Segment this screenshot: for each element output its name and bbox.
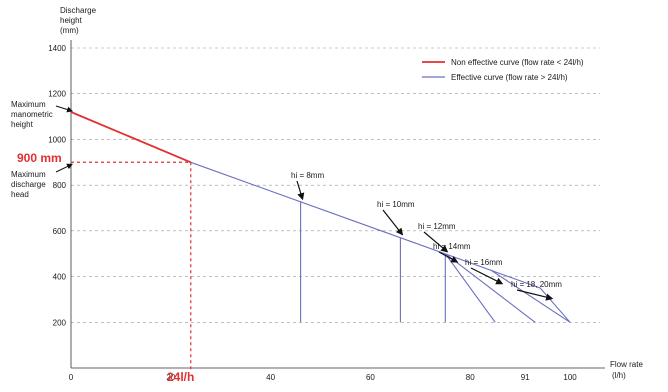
x-tick-label: 20: [166, 373, 175, 382]
max-discharge-label-line-3: head: [11, 190, 29, 199]
hi-label: hi = 8mm: [291, 171, 324, 180]
hi-label: hi = 14mm: [433, 242, 471, 251]
hi-label: hi = 18, 20mm: [511, 280, 562, 289]
legend: Non effective curve (flow rate < 24l/h) …: [422, 58, 584, 82]
max-manometric-label-line-2: manometric: [11, 110, 53, 119]
legend-label-effective: Effective curve (flow rate > 24l/h): [451, 73, 568, 82]
y-tick-label: 1400: [48, 44, 66, 53]
hi-arrow: [516, 289, 554, 301]
y-tick-label: 1200: [48, 90, 66, 99]
x-tick-label: 100: [563, 373, 577, 382]
max-manometric-arrow: [55, 105, 73, 113]
hi-label: hi = 16mm: [465, 258, 503, 267]
branch-line: [444, 253, 536, 323]
max-manometric-label-line-3: height: [11, 120, 34, 129]
highlight-y-label: 900 mm: [17, 151, 62, 165]
axis-titles: Discharge height (mm) Flow rate (l/h): [60, 6, 643, 380]
max-discharge-arrow: [55, 163, 73, 173]
hi-label: hi = 12mm: [418, 222, 456, 231]
hi-arrow: [438, 251, 459, 263]
grid-layer: [71, 47, 600, 323]
highlight-layer: [71, 161, 192, 370]
x-tick-label: 80: [466, 373, 475, 382]
legend-label-non-effective: Non effective curve (flow rate < 24l/h): [451, 58, 584, 67]
x-tick-label: 40: [266, 373, 275, 382]
side-annotations: Maximum manometric height Maximum discha…: [11, 100, 194, 384]
axes-layer: 1400 1200 1000 800 600 400 200 0 20 40 60 80 91 100: [48, 40, 605, 382]
y-tick-label: 800: [53, 181, 67, 190]
y-tick-label: 200: [53, 318, 67, 327]
series-line: [70, 111, 192, 164]
max-manometric-label-line-1: Maximum: [11, 100, 46, 109]
annotation-layer: hi = 8mm hi = 10mm hi = 12mm hi = 14mm hi = …: [55, 105, 562, 301]
x-tick-label: 0: [69, 373, 74, 382]
y-axis-title-line-2: height: [60, 16, 83, 25]
hi-label: hi = 10mm: [377, 200, 415, 209]
hi-arrow: [296, 180, 305, 201]
highlight-x-label: 24l/h: [167, 370, 194, 384]
max-discharge-label-line-1: Maximum: [11, 170, 46, 179]
hi-arrow: [382, 209, 404, 236]
x-axis-title-line-2: (l/h): [612, 371, 626, 380]
branch-line: [444, 253, 496, 323]
y-axis-title-line-1: Discharge: [60, 6, 97, 15]
y-tick-label: 400: [53, 273, 67, 282]
x-axis-title-line-1: Flow rate: [610, 360, 643, 369]
hi-arrow: [470, 267, 504, 285]
max-discharge-label-line-2: discharge: [11, 180, 46, 189]
x-tick-label: 60: [366, 373, 375, 382]
y-tick-label: 600: [53, 227, 67, 236]
series-line: [190, 161, 571, 323]
hi-arrow: [423, 231, 449, 253]
series-layer: [70, 111, 571, 323]
branch-line: [489, 269, 571, 323]
y-tick-label: 1000: [48, 135, 66, 144]
y-axis-title-line-3: (mm): [60, 26, 79, 35]
x-tick-label: 91: [521, 373, 530, 382]
